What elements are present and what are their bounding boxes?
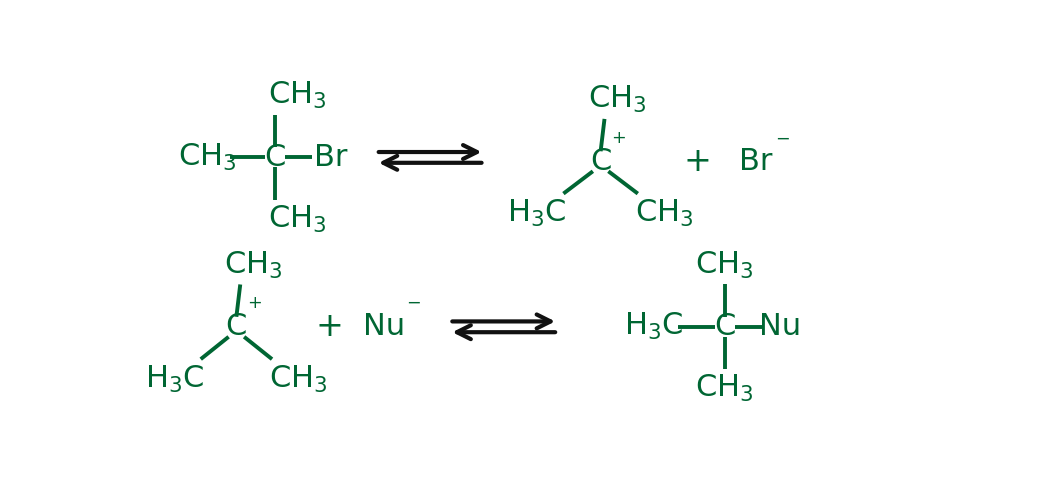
Text: C: C (226, 312, 247, 341)
Text: $\mathregular{H_3C}$: $\mathregular{H_3C}$ (144, 363, 204, 395)
Text: $\mathregular{CH_3}$: $\mathregular{CH_3}$ (696, 250, 754, 281)
Text: $\mathregular{CH_3}$: $\mathregular{CH_3}$ (268, 80, 326, 111)
Text: Nu: Nu (759, 312, 801, 341)
Text: $\mathregular{CH_3}$: $\mathregular{CH_3}$ (178, 142, 236, 173)
Text: +: + (684, 145, 711, 178)
Text: Nu: Nu (363, 312, 405, 341)
Text: $\mathregular{CH_3}$: $\mathregular{CH_3}$ (269, 363, 328, 395)
Text: $\mathregular{H_3C}$: $\mathregular{H_3C}$ (624, 311, 683, 342)
Text: C: C (714, 312, 736, 341)
Text: $\mathregular{CH_3}$: $\mathregular{CH_3}$ (696, 373, 754, 404)
Text: $\mathregular{CH_3}$: $\mathregular{CH_3}$ (225, 250, 282, 281)
Text: $^+$: $^+$ (245, 298, 262, 322)
Text: $\mathregular{CH_3}$: $\mathregular{CH_3}$ (268, 203, 326, 235)
Text: $^-$: $^-$ (403, 298, 422, 322)
Text: Br: Br (314, 143, 348, 172)
Text: C: C (265, 143, 286, 172)
Text: +: + (315, 310, 344, 343)
Text: $\mathregular{CH_3}$: $\mathregular{CH_3}$ (635, 198, 694, 229)
Text: $\mathregular{CH_3}$: $\mathregular{CH_3}$ (588, 84, 647, 115)
Text: $^+$: $^+$ (608, 132, 627, 156)
Text: $^-$: $^-$ (772, 134, 790, 158)
Text: C: C (590, 147, 611, 176)
Text: Br: Br (739, 147, 773, 176)
Text: $\mathregular{H_3C}$: $\mathregular{H_3C}$ (507, 198, 567, 229)
